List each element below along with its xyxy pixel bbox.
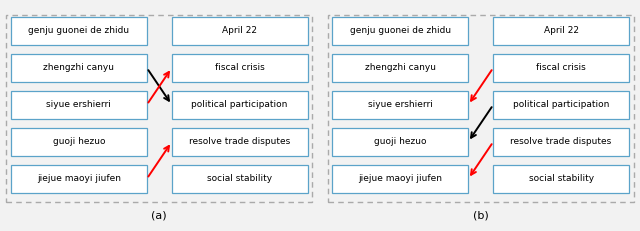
FancyBboxPatch shape <box>333 128 468 156</box>
Text: siyue ershierri: siyue ershierri <box>368 100 433 109</box>
Text: fiscal crisis: fiscal crisis <box>536 63 586 72</box>
Text: genju guonei de zhidu: genju guonei de zhidu <box>350 26 451 35</box>
FancyBboxPatch shape <box>493 54 629 82</box>
Text: April 22: April 22 <box>543 26 579 35</box>
FancyBboxPatch shape <box>172 91 307 119</box>
Text: (b): (b) <box>473 211 488 221</box>
FancyBboxPatch shape <box>493 128 629 156</box>
FancyBboxPatch shape <box>333 165 468 193</box>
FancyBboxPatch shape <box>11 128 147 156</box>
FancyBboxPatch shape <box>172 165 307 193</box>
FancyBboxPatch shape <box>493 17 629 45</box>
FancyBboxPatch shape <box>493 91 629 119</box>
FancyBboxPatch shape <box>6 15 312 203</box>
FancyBboxPatch shape <box>333 17 468 45</box>
FancyBboxPatch shape <box>11 165 147 193</box>
Text: zhengzhi canyu: zhengzhi canyu <box>365 63 436 72</box>
Text: zhengzhi canyu: zhengzhi canyu <box>44 63 115 72</box>
FancyBboxPatch shape <box>328 15 634 203</box>
FancyBboxPatch shape <box>172 17 307 45</box>
Text: political participation: political participation <box>513 100 609 109</box>
Text: siyue ershierri: siyue ershierri <box>47 100 111 109</box>
FancyBboxPatch shape <box>11 54 147 82</box>
Text: resolve trade disputes: resolve trade disputes <box>511 137 612 146</box>
Text: resolve trade disputes: resolve trade disputes <box>189 137 291 146</box>
FancyBboxPatch shape <box>333 54 468 82</box>
Text: political participation: political participation <box>191 100 288 109</box>
FancyBboxPatch shape <box>333 91 468 119</box>
FancyBboxPatch shape <box>493 165 629 193</box>
Text: April 22: April 22 <box>222 26 257 35</box>
FancyBboxPatch shape <box>172 128 307 156</box>
Text: (a): (a) <box>152 211 167 221</box>
Text: genju guonei de zhidu: genju guonei de zhidu <box>28 26 129 35</box>
Text: social stability: social stability <box>207 174 272 183</box>
FancyBboxPatch shape <box>11 91 147 119</box>
Text: guoji hezuo: guoji hezuo <box>374 137 427 146</box>
Text: guoji hezuo: guoji hezuo <box>52 137 105 146</box>
FancyBboxPatch shape <box>11 17 147 45</box>
Text: jiejue maoyi jiufen: jiejue maoyi jiufen <box>358 174 442 183</box>
Text: fiscal crisis: fiscal crisis <box>215 63 264 72</box>
FancyBboxPatch shape <box>172 54 307 82</box>
Text: social stability: social stability <box>529 174 594 183</box>
Text: jiejue maoyi jiufen: jiejue maoyi jiufen <box>37 174 121 183</box>
